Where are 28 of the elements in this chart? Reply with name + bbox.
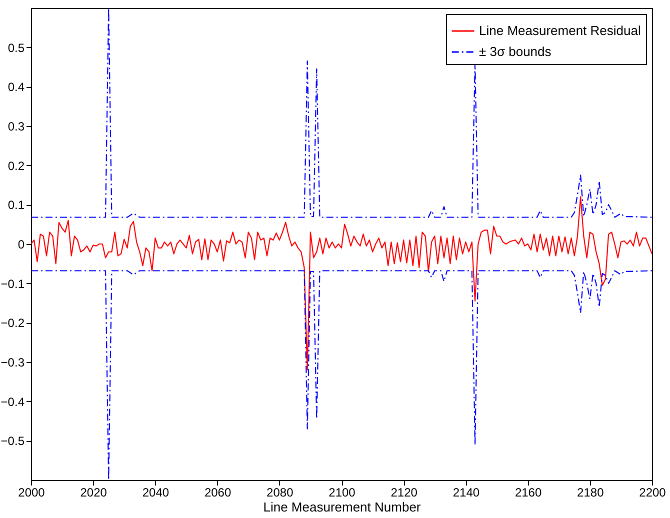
y-tick-label: −0.3	[0, 356, 25, 370]
line-series	[31, 196, 652, 370]
y-tick-label: 0.4	[8, 80, 25, 94]
legend-label: Line Measurement Residual	[479, 23, 641, 38]
y-tick-label: −0.4	[0, 394, 25, 409]
y-tick-label: −0.1	[0, 276, 25, 291]
legend-label: ± 3σ bounds	[479, 44, 552, 59]
line-series	[31, 270, 652, 480]
y-tick-label: 0.3	[8, 120, 25, 134]
x-tick-label: 2000	[18, 486, 46, 500]
y-tick-label: 0.1	[8, 198, 25, 212]
x-tick-label: 2040	[142, 486, 170, 500]
y-tick-label: 0.2	[8, 158, 25, 173]
y-tick-label: −0.5	[0, 434, 25, 448]
x-tick-label: 2100	[328, 486, 356, 500]
x-tick-label: 2140	[452, 486, 480, 500]
x-tick-label: 2160	[514, 486, 542, 500]
y-tick-label: 0	[18, 238, 25, 252]
y-tick-label: −0.2	[0, 316, 25, 330]
x-tick-label: 2200	[639, 486, 666, 500]
x-tick-label: 2060	[204, 486, 232, 500]
x-tick-label: 2080	[266, 486, 294, 500]
x-tick-label: 2020	[80, 486, 108, 500]
x-tick-label: 2180	[577, 486, 604, 500]
line-series	[31, 8, 652, 218]
x-axis-title: Line Measurement Number	[263, 500, 422, 514]
y-tick-label: 0.5	[8, 40, 25, 55]
x-tick-label: 2120	[390, 486, 418, 500]
